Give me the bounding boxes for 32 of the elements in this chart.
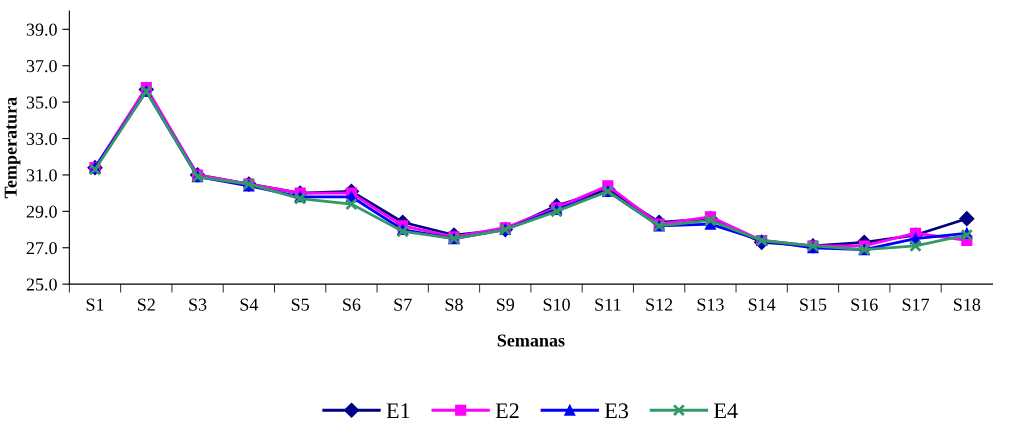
y-tick-label: 25.0 bbox=[26, 278, 57, 291]
x-tick-label: S5 bbox=[291, 298, 309, 311]
y-tick-label: 29.0 bbox=[26, 205, 57, 218]
x-axis-title: Semanas bbox=[497, 334, 565, 347]
y-tick-label: 37.0 bbox=[26, 59, 57, 73]
y-tick-label: 31.0 bbox=[26, 169, 57, 182]
legend-label: E4 bbox=[714, 403, 738, 419]
x-tick-label: S6 bbox=[343, 298, 361, 311]
x-tick-label: S18 bbox=[953, 298, 981, 311]
legend-label: E3 bbox=[604, 403, 629, 419]
x-tick-label: S1 bbox=[86, 298, 104, 311]
x-tick-label: S10 bbox=[543, 298, 570, 311]
legend-label: E2 bbox=[495, 403, 519, 419]
x-tick-label: S12 bbox=[646, 298, 673, 311]
x-tick-label: S14 bbox=[748, 298, 776, 311]
x-tick-label: S17 bbox=[902, 298, 930, 311]
x-tick-label: S9 bbox=[496, 298, 515, 311]
x-tick-label: S8 bbox=[445, 298, 463, 311]
y-tick-label: 33.0 bbox=[26, 132, 57, 146]
y-tick-label: 39.0 bbox=[26, 23, 57, 36]
x-tick-label: S16 bbox=[851, 298, 878, 311]
legend-label: E1 bbox=[386, 403, 410, 419]
x-tick-label: S7 bbox=[394, 298, 412, 311]
x-tick-label: S3 bbox=[189, 298, 207, 311]
x-tick-label: S2 bbox=[137, 298, 155, 311]
x-tick-label: S15 bbox=[800, 298, 827, 311]
x-tick-label: S4 bbox=[240, 298, 259, 311]
y-tick-label: 35.0 bbox=[26, 96, 57, 109]
y-tick-label: 27.0 bbox=[26, 242, 57, 255]
x-tick-label: S11 bbox=[595, 298, 621, 311]
x-tick-label: S13 bbox=[697, 298, 724, 311]
y-axis-title: Temperatura bbox=[4, 97, 21, 199]
